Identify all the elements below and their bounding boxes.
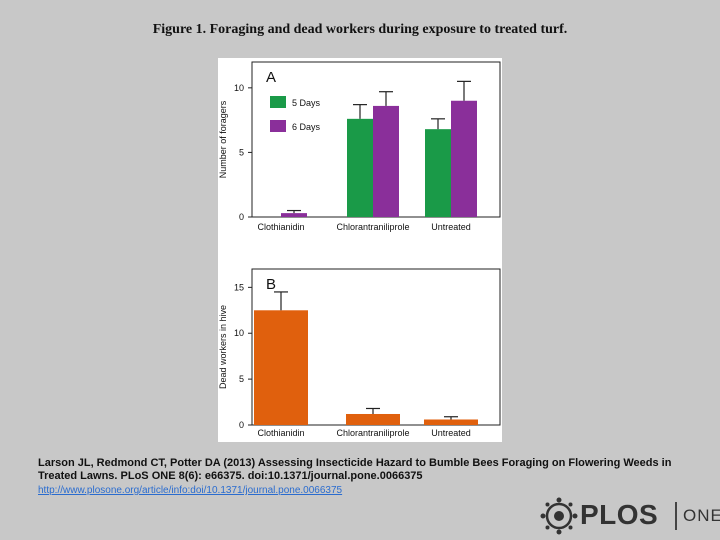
figure-panel: A 0 5 10 Number of foragers Clothianidin Chlor… [218, 58, 502, 442]
bar [424, 419, 478, 425]
y-tick-label: 10 [234, 328, 244, 338]
y-tick-label: 5 [239, 147, 244, 157]
y-axis-label: Dead workers in hive [218, 305, 228, 389]
bar [281, 213, 307, 217]
y-tick-label: 0 [239, 212, 244, 222]
figure-1-charts: A 0 5 10 Number of foragers Clothianidin Chlor… [218, 61, 501, 438]
bar [425, 129, 451, 217]
legend-swatch [270, 120, 286, 132]
bar [373, 105, 399, 217]
bar [347, 118, 373, 217]
category-label: Untreated [431, 222, 471, 232]
plos-globe-icon [540, 497, 578, 535]
article-link[interactable]: http://www.plosone.org/article/info:doi/… [38, 485, 343, 496]
y-tick-label: 0 [239, 420, 244, 430]
legend-swatch [270, 96, 286, 108]
y-tick-label: 15 [234, 282, 244, 292]
y-tick-label: 5 [239, 374, 244, 384]
bar [451, 100, 477, 217]
category-label: Clothianidin [257, 222, 304, 232]
legend-label: 6 Days [292, 122, 321, 132]
bar [346, 413, 400, 425]
one-wordmark: ONE [683, 506, 720, 525]
plos-wordmark: PLOS [580, 499, 659, 530]
panel-label: A [266, 69, 276, 86]
slide-title: Figure 1. Foraging and dead workers duri… [152, 22, 568, 37]
plos-one-logo: PLOS ONE [540, 496, 720, 538]
y-axis-label: Number of foragers [218, 100, 228, 178]
logo-divider [675, 502, 677, 530]
panel-label: B [266, 276, 276, 293]
legend-label: 5 Days [292, 98, 321, 108]
category-label: Chlorantraniliprole [336, 428, 409, 438]
bar [254, 310, 308, 425]
citation-text: Larson JL, Redmond CT, Potter DA (2013) … [38, 457, 672, 482]
category-label: Chlorantraniliprole [336, 222, 409, 232]
category-label: Clothianidin [257, 428, 304, 438]
category-label: Untreated [431, 428, 471, 438]
y-tick-label: 10 [234, 83, 244, 93]
